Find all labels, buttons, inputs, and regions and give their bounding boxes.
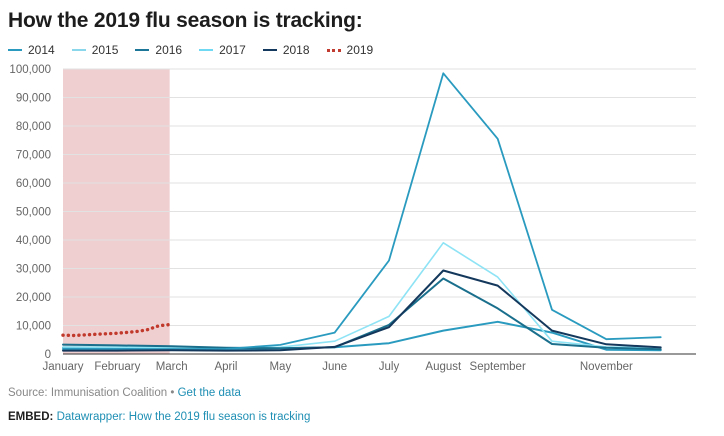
y-tick-label: 60,000 (16, 178, 51, 190)
x-tick-label: February (94, 361, 140, 373)
x-tick-label: June (322, 361, 347, 373)
embed-link[interactable]: Datawrapper: How the 2019 flu season is … (56, 411, 311, 423)
legend-item-2019: 2019 (326, 43, 374, 57)
y-tick-label: 100,000 (9, 64, 51, 76)
legend-label: 2019 (346, 43, 374, 57)
legend-label: 2014 (28, 43, 55, 57)
series-line-2017 (62, 72, 662, 351)
x-tick-label: January (43, 361, 84, 373)
series-line-2019 (61, 322, 174, 338)
legend-label: 2017 (219, 43, 246, 57)
x-tick-label: March (156, 361, 188, 373)
legend-swatch (71, 49, 86, 51)
legend-swatch (8, 49, 22, 51)
chart-legend: 2014 2015 2016 2017 2018 2019 (8, 43, 390, 57)
embed-label: EMBED: (8, 411, 54, 423)
legend-swatch (199, 49, 214, 51)
series-line-2014 (62, 320, 662, 352)
legend-label: 2018 (282, 43, 310, 57)
legend-swatch (262, 49, 277, 51)
x-tick-label: September (470, 361, 526, 373)
legend-item-2015: 2015 (71, 43, 119, 57)
y-tick-label: 30,000 (16, 264, 51, 276)
y-tick-label: 90,000 (16, 93, 51, 105)
x-tick-label: November (580, 361, 633, 373)
x-tick-label: August (425, 361, 462, 373)
legend-swatch (135, 49, 150, 51)
legend-item-2014: 2014 (8, 43, 55, 57)
legend-item-2017: 2017 (199, 43, 246, 57)
y-tick-label: 40,000 (16, 235, 51, 247)
chart-title: How the 2019 flu season is tracking: (8, 9, 363, 32)
x-tick-label: April (214, 361, 237, 373)
y-tick-label: 10,000 (16, 321, 51, 333)
y-tick-label: 70,000 (16, 150, 51, 162)
legend-item-2016: 2016 (135, 43, 182, 57)
y-tick-label: 20,000 (16, 292, 51, 304)
source-line: Source: Immunisation Coalition • Get the… (8, 387, 241, 399)
x-tick-label: July (379, 361, 400, 373)
source-label: Source: Immunisation Coalition (8, 387, 168, 399)
series-line-2018 (62, 269, 662, 352)
embed-line: EMBED: Datawrapper: How the 2019 flu sea… (8, 411, 310, 423)
get-data-link[interactable]: Get the data (177, 387, 241, 399)
legend-swatch (326, 48, 341, 52)
legend-label: 2015 (91, 43, 119, 57)
legend-label: 2016 (155, 43, 183, 57)
y-tick-label: 80,000 (16, 121, 51, 133)
x-tick-label: May (269, 361, 291, 373)
y-tick-label: 50,000 (16, 207, 51, 219)
y-tick-label: 0 (45, 349, 51, 361)
flu-chart: 0 10,000 20,000 30,000 40,000 50,000 60,000 70,… (9, 64, 696, 373)
source-separator: • (170, 387, 175, 399)
series-line-2015 (62, 242, 662, 350)
legend-item-2018: 2018 (262, 43, 310, 57)
